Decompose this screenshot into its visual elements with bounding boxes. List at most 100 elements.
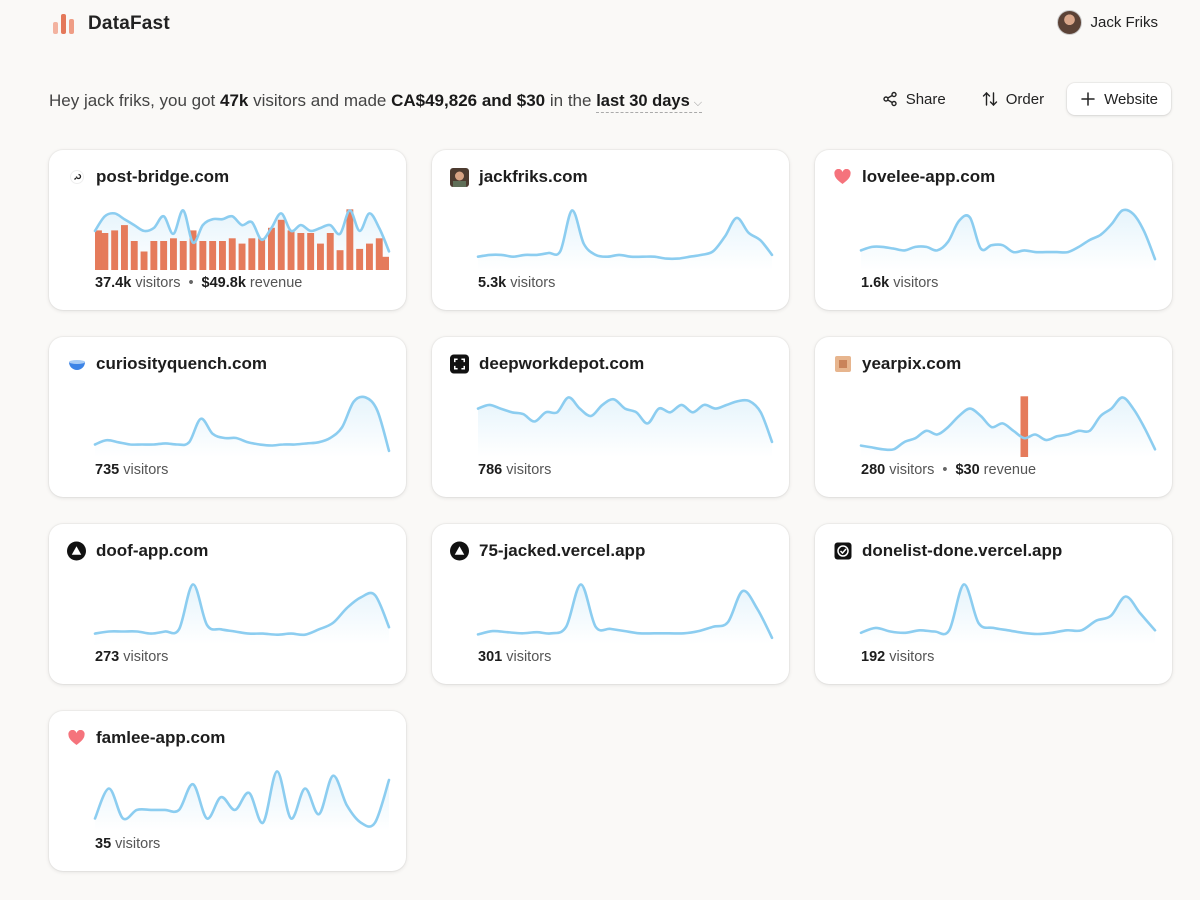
site-card[interactable]: deepworkdepot.com 786 visitors — [432, 337, 789, 497]
site-stats: 786 visitors — [478, 462, 551, 478]
site-card[interactable]: post-bridge.com 37.4k visitors • $49.8k rev… — [49, 150, 406, 310]
sparkline-area — [95, 584, 389, 644]
avatar — [1056, 10, 1082, 35]
visitor-count: 280 — [861, 462, 886, 478]
visitor-count: 273 — [95, 649, 120, 665]
site-name: curiosityquench.com — [96, 354, 267, 373]
sparkline-line — [93, 395, 391, 453]
avatar-icon — [450, 167, 469, 187]
site-card[interactable]: yearpix.com 280 visitors • $30 revenue — [815, 337, 1172, 497]
revenue-bar — [268, 227, 275, 270]
revenue-bar — [121, 225, 128, 270]
site-name: jackfriks.com — [479, 167, 588, 186]
add-website-button[interactable]: Website — [1067, 83, 1171, 115]
site-card-header: deepworkdepot.com — [450, 354, 644, 374]
sparkline-line — [476, 209, 774, 261]
sparkline-area — [478, 584, 772, 644]
revenue-bar — [219, 241, 226, 270]
visitor-count: 35 — [95, 836, 112, 852]
summary-visitors: 47k — [220, 91, 249, 110]
site-card[interactable]: famlee-app.com 35 visitors — [49, 711, 406, 871]
revenue-bar — [238, 243, 246, 270]
visitors-sparkline — [93, 395, 391, 457]
revenue-bar — [307, 233, 315, 270]
site-name: yearpix.com — [862, 354, 962, 373]
site-card[interactable]: lovelee-app.com 1.6k visitors — [815, 150, 1172, 310]
sparkline-line — [859, 583, 1157, 636]
revenue-bar — [297, 233, 305, 270]
visitor-count: 786 — [478, 462, 503, 478]
focus-icon — [450, 354, 469, 374]
revenue-bar — [209, 241, 217, 270]
site-card[interactable]: curiosityquench.com 735 visitors — [49, 337, 406, 497]
revenue-amount: $49.8k — [201, 275, 246, 291]
visitors-label: visitors — [123, 462, 169, 478]
yearpix-icon — [833, 355, 852, 374]
visitors-sparkline — [93, 770, 391, 831]
visitors-label: visitors — [506, 649, 552, 665]
sparkline-area — [861, 584, 1155, 644]
post-bridge-icon — [67, 168, 86, 187]
sparkline-line — [93, 583, 391, 637]
visitors-label: visitors — [893, 275, 939, 291]
revenue-bar — [346, 209, 354, 270]
revenue-bar — [111, 230, 119, 270]
site-card-header: curiosityquench.com — [67, 354, 267, 374]
site-card[interactable]: jackfriks.com 5.3k visitors — [432, 150, 789, 310]
site-name: post-bridge.com — [96, 167, 230, 186]
site-card-header: lovelee-app.com — [833, 167, 995, 187]
visitors-label: visitors — [889, 462, 935, 478]
user-name: Jack Friks — [1090, 14, 1159, 31]
revenue-bar — [179, 241, 187, 270]
revenue-bar — [258, 238, 266, 270]
revenue-bar — [140, 251, 148, 270]
summary-mid: visitors and made — [253, 91, 387, 110]
site-name: deepworkdepot.com — [479, 354, 645, 373]
share-icon — [883, 91, 897, 107]
order-button[interactable]: Order — [969, 83, 1057, 115]
site-stats: 301 visitors — [478, 649, 551, 665]
visitors-sparkline — [859, 396, 1157, 457]
revenue-bar — [287, 230, 295, 270]
site-card-header: post-bridge.com — [67, 167, 229, 187]
revenue-bar — [356, 248, 364, 270]
visitors-sparkline — [93, 583, 391, 644]
site-name: lovelee-app.com — [862, 167, 996, 186]
revenue-bar — [277, 219, 285, 270]
chevron-down-icon: ⌵ — [693, 97, 703, 109]
revenue-amount: $30 — [955, 462, 980, 478]
site-stats: 5.3k visitors — [478, 275, 555, 291]
app-logo[interactable]: DataFast — [52, 12, 170, 36]
date-range-dropdown[interactable]: last 30 days ⌵ — [596, 92, 703, 113]
revenue-bar — [170, 238, 177, 270]
site-card-header: famlee-app.com — [67, 728, 225, 748]
revenue-bar — [160, 241, 168, 270]
visitors-sparkline — [859, 208, 1157, 270]
plus-icon — [1081, 92, 1095, 106]
user-menu[interactable]: Jack Friks — [1056, 10, 1159, 35]
revenue-bar — [189, 230, 197, 270]
share-button[interactable]: Share — [869, 83, 959, 115]
summary-greeting: Hey jack friks, you got — [49, 91, 216, 110]
revenue-bar — [336, 250, 344, 270]
site-card-header: doof-app.com — [67, 541, 208, 561]
revenue-bar — [95, 230, 102, 270]
site-name: 75-jacked.vercel.app — [479, 541, 646, 560]
revenue-bar — [150, 241, 158, 270]
site-stats: 1.6k visitors — [861, 275, 938, 291]
revenue-bar — [248, 238, 256, 270]
revenue-bar — [375, 238, 383, 270]
site-stats: 37.4k visitors • $49.8k revenue — [95, 275, 302, 291]
summary-revenue: CA$49,826 and $30 — [391, 91, 546, 110]
site-card[interactable]: 75-jacked.vercel.app 301 visitors — [432, 524, 789, 684]
share-label: Share — [905, 90, 946, 108]
site-card[interactable]: doof-app.com 273 visitors — [49, 524, 406, 684]
app-name: DataFast — [88, 13, 170, 34]
visitors-sparkline — [476, 396, 774, 457]
sparkline-area — [95, 396, 389, 457]
site-card[interactable]: donelist-done.vercel.app 192 visitors — [815, 524, 1172, 684]
sparkline-line — [93, 209, 391, 253]
site-stats: 273 visitors — [95, 649, 168, 665]
summary-text: Hey jack friks, you got 47k visitors and… — [49, 91, 703, 113]
visitor-count: 1.6k — [861, 275, 890, 291]
